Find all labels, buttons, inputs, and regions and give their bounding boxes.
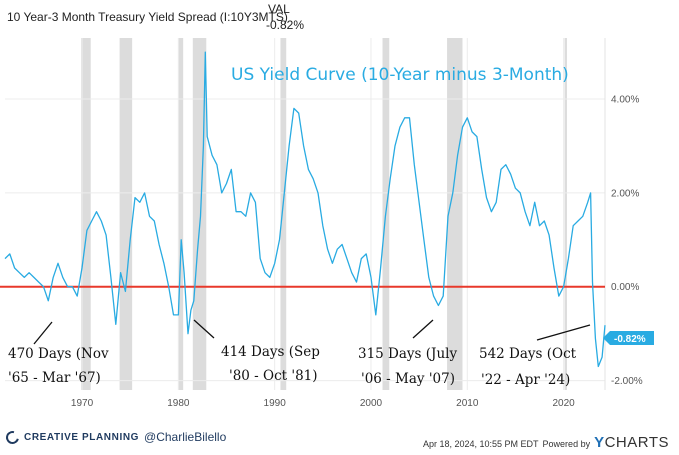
annotation-2-line2: '80 - Oct '81) <box>229 368 318 384</box>
annotation-pointer-3 <box>412 319 434 339</box>
current-value-badge-label: -0.82% <box>614 334 646 345</box>
y-tick-label: 0.00% <box>611 282 639 293</box>
annotation-pointer-4 <box>536 324 591 341</box>
recession-band <box>192 38 207 390</box>
x-tick-label: 2020 <box>552 398 575 409</box>
annotation-1-line1: 470 Days (Nov <box>8 346 109 362</box>
annotation-2-line1: 414 Days (Sep <box>221 344 320 360</box>
annotation-1-line2: '65 - Mar '67) <box>8 370 101 386</box>
annotation-3-line2: '06 - May '07) <box>361 371 455 387</box>
brand-name: CREATIVE PLANNING <box>24 431 140 443</box>
series-label: 10 Year-3 Month Treasury Yield Spread (I… <box>7 10 288 24</box>
recession-band <box>178 38 184 390</box>
current-value: -0.82% <box>266 18 305 32</box>
author-handle[interactable]: @CharlieBilello <box>144 430 227 444</box>
yield-spread-chart: 1970 1980 1990 2000 2010 2020 4.00% 2.00% 0.00%… <box>0 38 654 409</box>
annotation-pointer-1 <box>33 321 53 345</box>
footer-source: Apr 18, 2024, 10:55 PM EDT Powered by YC… <box>423 434 669 451</box>
val-column-label: VAL <box>268 2 290 16</box>
y-axis-ticks: 4.00% 2.00% 0.00% -2.00% <box>611 95 643 388</box>
x-tick-label: 2010 <box>456 398 479 409</box>
chart-title: US Yield Curve (10-Year minus 3-Month) <box>231 65 569 85</box>
annotation-3-line1: 315 Days (July <box>358 346 457 362</box>
footer-brand: CREATIVE PLANNING @CharlieBilello <box>3 428 227 446</box>
recession-band <box>81 38 91 390</box>
x-tick-label: 1990 <box>264 398 287 409</box>
current-value-badge: -0.82% <box>603 331 654 345</box>
recession-band <box>119 38 133 390</box>
recession-band <box>564 38 567 390</box>
grid-lines <box>5 38 606 390</box>
creative-planning-logo-icon <box>3 428 22 446</box>
x-tick-label: 1980 <box>167 398 190 409</box>
y-tick-label: 2.00% <box>611 188 639 199</box>
ycharts-logo-y: Y <box>594 434 605 451</box>
y-tick-label: -2.00% <box>611 376 643 387</box>
powered-by-label: Powered by <box>542 439 591 449</box>
annotation-pointer-2 <box>193 319 215 339</box>
annotation-4-line1: 542 Days (Oct <box>479 346 577 362</box>
timestamp: Apr 18, 2024, 10:55 PM EDT <box>422 439 539 449</box>
x-tick-label: 2000 <box>360 398 383 409</box>
recession-band <box>447 38 463 390</box>
recession-band <box>280 38 287 390</box>
series-line <box>4 51 606 368</box>
ycharts-logo[interactable]: YCHARTS <box>594 434 669 451</box>
y-tick-label: 4.00% <box>611 95 639 106</box>
x-tick-label: 1970 <box>71 398 94 409</box>
x-axis-ticks: 1970 1980 1990 2000 2010 2020 <box>71 398 575 409</box>
current-value-badge-shape <box>603 331 654 345</box>
recession-bands <box>81 38 567 390</box>
ycharts-logo-text: CHARTS <box>604 434 669 451</box>
annotation-4-line2: '22 - Apr '24) <box>481 372 570 388</box>
